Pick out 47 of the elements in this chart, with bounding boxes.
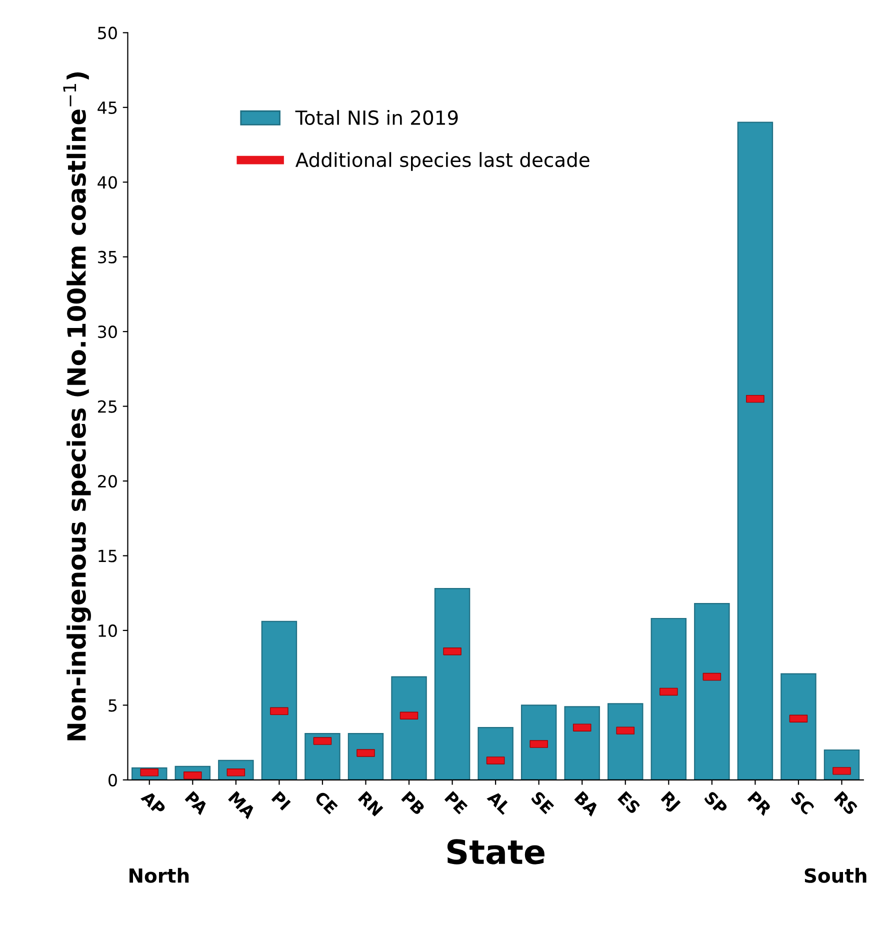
legend-label: Additional species last decade (295, 152, 590, 171)
bar (391, 676, 427, 780)
y-tick-label: 10 (98, 624, 117, 638)
x-tick-label: AP (140, 790, 166, 816)
x-tick-label: PB (401, 791, 426, 816)
bar (737, 122, 774, 780)
bar (650, 618, 687, 780)
y-tick-label: 15 (98, 550, 117, 562)
x-tick-label: PE (444, 791, 468, 814)
x-tick-label: PA (184, 791, 209, 816)
y-tick-label: 30 (98, 326, 117, 338)
x-tick-label: CE (314, 790, 338, 815)
x-axis-title: State (447, 839, 544, 864)
bar (304, 733, 340, 780)
x-tick-label: PI (271, 791, 291, 810)
x-tick-label: ES (617, 790, 641, 814)
bar (478, 727, 514, 780)
y-tick-label: 5 (108, 699, 117, 712)
text: North (130, 868, 189, 883)
bar (261, 620, 298, 780)
legend-label: Total NIS in 2019 (295, 110, 458, 126)
x-tick-label: BA (574, 791, 600, 817)
bar (520, 704, 557, 780)
x-tick-label: SE (530, 790, 554, 814)
x-tick-label: PR (747, 791, 772, 816)
x-tick-label: SP (704, 790, 728, 816)
bar (564, 706, 600, 780)
y-tick-label: 0 (108, 774, 117, 786)
bar (348, 733, 384, 780)
x-tick-label: SC (790, 790, 815, 816)
text: South (804, 868, 866, 883)
x-tick-label: MA (228, 791, 256, 820)
y-tick-label: 45 (98, 102, 117, 114)
x-tick-label: RS (834, 790, 858, 816)
bar (780, 673, 816, 780)
bar (694, 602, 730, 780)
y-axis-title: Non-indigenous species (No.100km coastline$^{−1}$) (63, 72, 91, 740)
y-tick-label: 20 (98, 474, 117, 488)
y-tick-label: 50 (98, 26, 117, 40)
y-tick-label: 25 (98, 400, 117, 413)
x-tick-label: RN (358, 791, 384, 816)
y-tick-label: 35 (98, 250, 117, 264)
x-tick-label: AL (486, 790, 512, 815)
bar (608, 703, 644, 780)
y-tick-label: 40 (98, 176, 117, 189)
bar (434, 588, 470, 780)
x-tick-label: RJ (658, 791, 681, 814)
